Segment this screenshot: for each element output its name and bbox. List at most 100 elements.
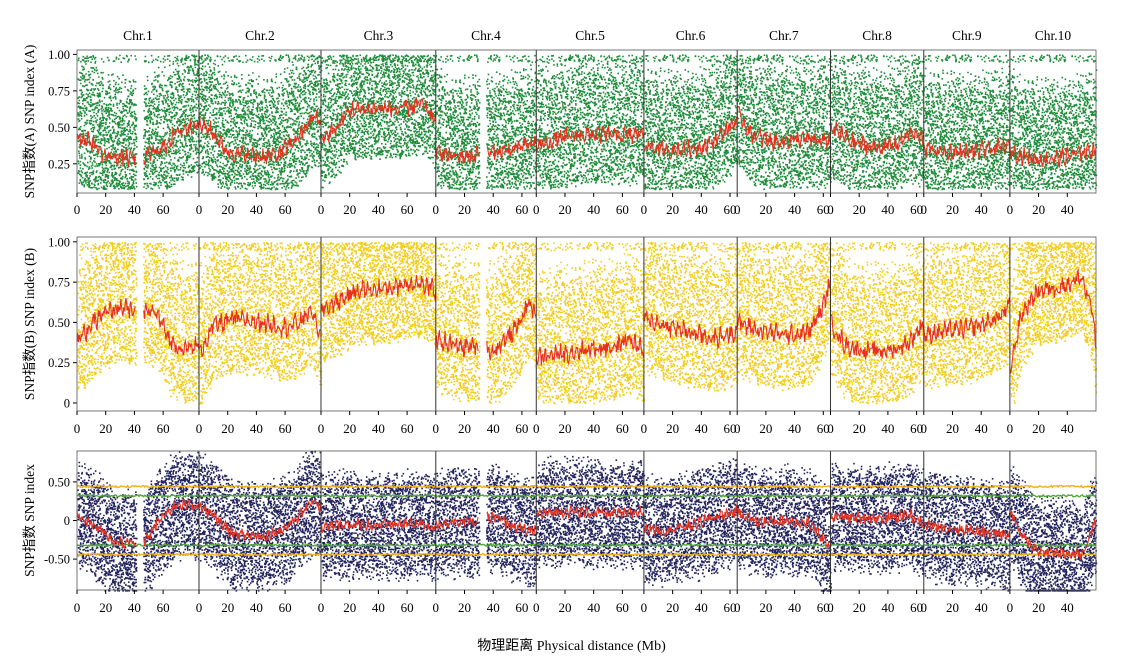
x-tick-label: 0: [74, 421, 81, 436]
x-tick-label: 20: [946, 421, 959, 436]
chromosome-label: Chr.6: [676, 28, 706, 43]
threshold-line: [643, 493, 738, 498]
x-tick-label: 0: [827, 421, 834, 436]
y-tick-label: 0.25: [48, 356, 70, 370]
threshold-line: [736, 543, 831, 548]
x-tick-label: 40: [250, 421, 263, 436]
x-tick-label: 40: [587, 202, 600, 217]
threshold-line: [320, 493, 437, 498]
x-tick-label: 20: [559, 421, 572, 436]
scatter-points: [77, 54, 1098, 191]
x-tick-label: 40: [788, 421, 801, 436]
x-tick-label: 60: [724, 600, 737, 615]
x-tick-label: 20: [458, 202, 471, 217]
x-tick-label: 0: [318, 421, 325, 436]
x-tick-label: 60: [401, 600, 414, 615]
trend-line: [535, 333, 645, 366]
chromosome-label: Chr.1: [123, 28, 153, 43]
x-tick-label: 40: [128, 600, 141, 615]
trend-line: [829, 313, 925, 360]
x-tick-label: 0: [533, 600, 540, 615]
x-tick-label: 40: [1061, 421, 1074, 436]
x-tick-label: 40: [487, 202, 500, 217]
x-tick-label: 0: [433, 421, 440, 436]
trend-line: [643, 116, 738, 161]
x-tick-label: 0: [433, 202, 440, 217]
trend-line: [76, 118, 200, 167]
threshold-line: [536, 484, 644, 489]
y-tick-label: 0.75: [48, 276, 70, 290]
trend-line: [535, 505, 645, 520]
threshold-line: [830, 552, 924, 557]
trend-line: [736, 106, 832, 152]
threshold-line: [435, 552, 537, 557]
x-tick-label: 20: [946, 600, 959, 615]
x-tick-label: 0: [433, 600, 440, 615]
x-tick-label: 40: [788, 600, 801, 615]
x-tick-label: 40: [372, 600, 385, 615]
x-tick-label: 40: [1061, 600, 1074, 615]
x-tick-label: 0: [74, 600, 81, 615]
x-tick-label: 0: [827, 600, 834, 615]
threshold-line: [643, 543, 738, 548]
x-tick-label: 20: [853, 202, 866, 217]
x-tick-label: 40: [788, 202, 801, 217]
trend-line: [435, 298, 537, 361]
threshold-line: [1009, 493, 1097, 498]
point-cloud: [77, 451, 1098, 592]
trend-line: [198, 499, 322, 543]
x-tick-label: 40: [975, 421, 988, 436]
y-tick-label: 0: [64, 514, 70, 528]
y-tick-label: 0.25: [48, 157, 70, 171]
x-tick-label: 0: [1007, 421, 1014, 436]
x-tick-label: 60: [401, 421, 414, 436]
x-tick-label: 60: [616, 600, 629, 615]
y-tick-label: 1.00: [48, 48, 70, 62]
threshold-line: [643, 552, 738, 557]
x-tick-label: 60: [817, 202, 830, 217]
x-tick-label: 0: [734, 600, 741, 615]
chromosome-label: Chr.8: [862, 28, 892, 43]
x-tick-label: 0: [74, 202, 81, 217]
x-tick-label: 60: [515, 421, 528, 436]
threshold-line: [76, 552, 200, 557]
x-tick-label: 0: [196, 202, 203, 217]
trend-line: [198, 110, 322, 165]
x-tick-label: 0: [318, 600, 325, 615]
x-tick-label: 20: [221, 421, 234, 436]
threshold-line: [198, 484, 322, 489]
y-tick-label: 0.75: [48, 84, 70, 98]
y-axis-label: SNP指数(B) SNP index (B): [22, 248, 37, 400]
trend-line: [736, 507, 831, 550]
x-tick-label: 60: [910, 202, 923, 217]
x-tick-label: 20: [221, 600, 234, 615]
chromosome-label: Chr.3: [364, 28, 394, 43]
threshold-line: [198, 552, 322, 557]
trend-line: [198, 304, 322, 358]
threshold-line: [923, 493, 1011, 498]
x-tick-label: 60: [515, 600, 528, 615]
x-tick-label: 20: [343, 202, 356, 217]
x-tick-label: 0: [921, 421, 928, 436]
trend-line: [435, 136, 537, 165]
x-tick-label: 60: [724, 202, 737, 217]
x-tick-label: 0: [641, 202, 648, 217]
x-tick-label: 60: [910, 600, 923, 615]
x-tick-label: 40: [881, 421, 894, 436]
trend-line: [76, 497, 200, 550]
threshold-line: [536, 493, 644, 498]
x-tick-label: 20: [458, 600, 471, 615]
threshold-line: [923, 552, 1010, 557]
threshold-line: [320, 552, 437, 557]
x-tick-label: 40: [250, 202, 263, 217]
x-tick-label: 0: [318, 202, 325, 217]
scatter-points: [77, 241, 1098, 405]
trend-line: [535, 125, 645, 153]
trend-line: [320, 275, 437, 317]
trend-line: [643, 310, 738, 351]
y-axis-label: SNP指数 SNP index: [22, 464, 37, 577]
x-tick-label: 60: [157, 600, 170, 615]
y-tick-label: -0.50: [44, 553, 70, 567]
